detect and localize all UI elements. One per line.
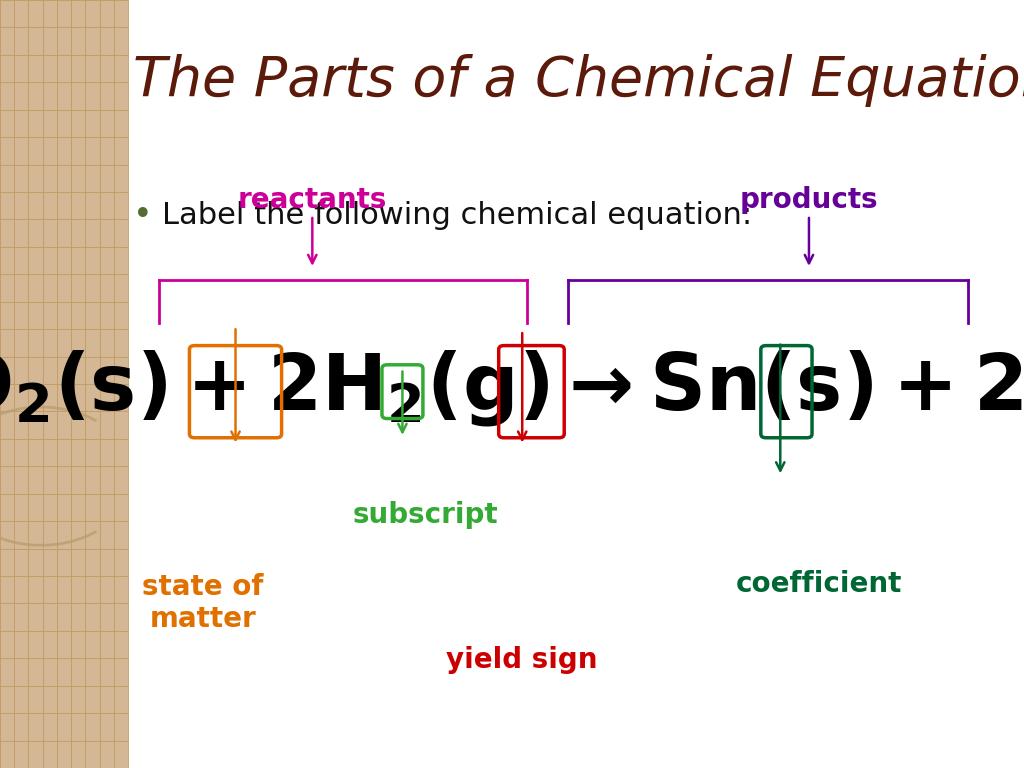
Text: coefficient: coefficient [736, 570, 902, 598]
Text: state of
matter: state of matter [142, 573, 263, 633]
Text: The Parts of a Chemical Equations: The Parts of a Chemical Equations [133, 54, 1024, 107]
Bar [0, 0, 128, 768]
Text: products: products [739, 186, 879, 214]
Text: yield sign: yield sign [446, 647, 598, 674]
Text: •: • [133, 199, 153, 231]
Text: $\mathbf{SnO_2(s) + 2H_2(g) \rightarrow Sn(s) + 2H_2O(g)}$: $\mathbf{SnO_2(s) + 2H_2(g) \rightarrow … [0, 348, 1024, 428]
Text: Label the following chemical equation:: Label the following chemical equation: [162, 200, 752, 230]
Text: subscript: subscript [352, 501, 498, 528]
Text: reactants: reactants [238, 186, 387, 214]
